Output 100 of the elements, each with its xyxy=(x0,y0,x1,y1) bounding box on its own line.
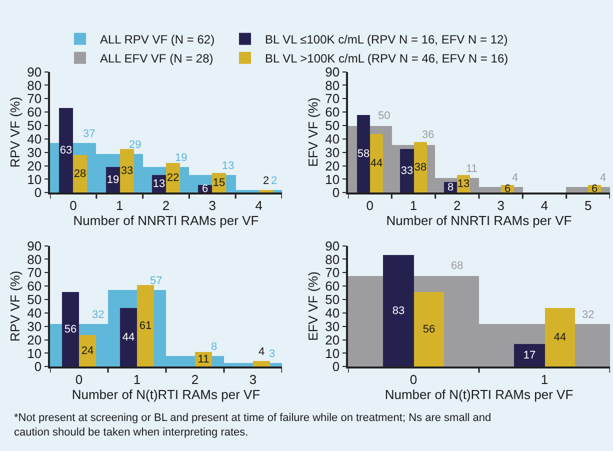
data-label: 44 xyxy=(122,331,135,344)
y-tick-label: 60 xyxy=(27,104,42,120)
bar xyxy=(514,344,545,367)
y-tick-label: 10 xyxy=(27,172,42,187)
data-label: 32 xyxy=(92,309,104,321)
y-axis-title: RPV VF (%) xyxy=(8,96,23,168)
text: *Not present at screening or BL and present at time of failure while on treatment; Ns are small and caution should be taken when interpreting rates. xyxy=(14,412,494,438)
x-tick-label: 1 xyxy=(410,198,418,213)
legend-label: BL VL >100K c/mL (RPV N = 46, EFV N = 16) xyxy=(265,52,508,66)
data-label: 6 xyxy=(504,182,511,195)
data-label: 44 xyxy=(554,331,566,344)
data-label: 57 xyxy=(150,275,162,287)
x-tick-label: 3 xyxy=(208,198,216,213)
bar xyxy=(414,292,444,367)
data-label: 17 xyxy=(523,349,536,362)
data-label: 2 xyxy=(262,174,270,187)
data-label: 13 xyxy=(457,178,470,190)
data-label: 33 xyxy=(400,164,414,177)
data-label: 13 xyxy=(222,160,234,172)
x-tick-label: 1 xyxy=(540,372,548,387)
y-tick-label: 20 xyxy=(27,332,42,348)
data-label: 15 xyxy=(212,176,226,189)
data-label: 2 xyxy=(271,175,278,187)
y-axis-title: RPV VF (%) xyxy=(8,270,23,342)
data-label: 32 xyxy=(582,309,594,321)
y-tick-label: 30 xyxy=(27,144,42,160)
y-tick-label: 0 xyxy=(332,359,340,374)
bar xyxy=(120,148,134,193)
bar xyxy=(414,142,427,193)
y-tick-label: 30 xyxy=(325,144,340,160)
bar xyxy=(383,254,414,367)
y-tick-label: 60 xyxy=(325,278,340,294)
y-tick-label: 50 xyxy=(27,292,42,308)
data-label: 8 xyxy=(211,341,218,353)
bar xyxy=(120,308,137,367)
x-tick-label: 2 xyxy=(162,198,170,213)
y-tick-label: 90 xyxy=(325,238,340,254)
y-tick-label: 0 xyxy=(332,185,340,200)
x-tick-label: 4 xyxy=(255,198,262,213)
data-label: 68 xyxy=(451,260,464,272)
data-label: 8 xyxy=(447,181,454,194)
y-tick-label: 10 xyxy=(325,346,340,361)
data-label: 56 xyxy=(422,323,436,336)
x-tick-label: 2 xyxy=(191,372,199,387)
data-label: 11 xyxy=(198,353,210,366)
y-tick-label: 0 xyxy=(34,359,42,374)
x-tick-label: 1 xyxy=(116,198,124,213)
bar xyxy=(137,284,154,367)
x-tick-label: 3 xyxy=(249,372,257,387)
y-tick-label: 10 xyxy=(325,172,340,187)
bar xyxy=(545,308,575,367)
y-tick-label: 70 xyxy=(27,91,42,106)
x-axis-title: Number of NNRTI RAMs per VF xyxy=(73,212,259,228)
y-tick-label: 40 xyxy=(27,305,42,320)
x-tick-label: 5 xyxy=(584,198,592,213)
y-tick-label: 90 xyxy=(27,64,42,80)
bar xyxy=(253,360,270,367)
y-tick-label: 80 xyxy=(325,78,340,93)
data-label: 44 xyxy=(370,157,383,170)
y-tick-label: 70 xyxy=(325,91,340,106)
data-label: 56 xyxy=(64,323,77,336)
data-label: 61 xyxy=(139,320,152,332)
y-tick-label: 30 xyxy=(325,318,340,334)
x-tick-label: 0 xyxy=(70,198,77,213)
y-tick-label: 40 xyxy=(325,305,340,320)
data-label: 4 xyxy=(600,172,606,184)
y-tick-label: 20 xyxy=(325,332,340,348)
x-tick-label: 4 xyxy=(540,198,548,213)
bar xyxy=(400,148,414,193)
data-label: 28 xyxy=(74,168,86,180)
x-axis-title: Number of NNRTI RAMs per VF xyxy=(386,212,572,228)
y-tick-label: 70 xyxy=(27,265,42,280)
y-tick-label: 30 xyxy=(27,318,42,334)
legend-label: BL VL ≤100K c/mL (RPV N = 16, EFV N = 12) xyxy=(265,32,508,47)
y-tick-label: 0 xyxy=(34,185,42,200)
x-tick-label: 0 xyxy=(366,198,374,213)
data-label: 63 xyxy=(60,144,72,156)
y-tick-label: 70 xyxy=(325,265,340,280)
y-axis-title: EFV VF (%) xyxy=(306,98,321,167)
y-tick-label: 80 xyxy=(27,252,42,267)
x-tick-label: 0 xyxy=(75,372,83,387)
bar xyxy=(357,114,370,193)
x-axis-title: Number of N(t)RTI RAMs per VF xyxy=(72,386,260,402)
y-axis-title: EFV VF (%) xyxy=(306,272,321,341)
data-label: 19 xyxy=(175,152,188,164)
data-label: 6 xyxy=(591,182,598,195)
data-label: 4 xyxy=(258,346,265,358)
data-label: 33 xyxy=(120,164,134,177)
data-label: 37 xyxy=(83,128,96,140)
data-label: 19 xyxy=(106,174,120,186)
y-tick-label: 50 xyxy=(325,118,340,134)
legend-label: ALL RPV VF (N = 62) xyxy=(100,32,215,47)
y-tick-label: 10 xyxy=(27,346,42,361)
data-label: 6 xyxy=(202,182,208,195)
data-label: 29 xyxy=(129,139,142,151)
y-tick-label: 60 xyxy=(325,104,340,120)
data-label: 58 xyxy=(357,148,370,160)
y-tick-label: 20 xyxy=(325,158,340,174)
y-tick-label: 80 xyxy=(325,252,340,267)
data-label: 50 xyxy=(378,110,390,122)
